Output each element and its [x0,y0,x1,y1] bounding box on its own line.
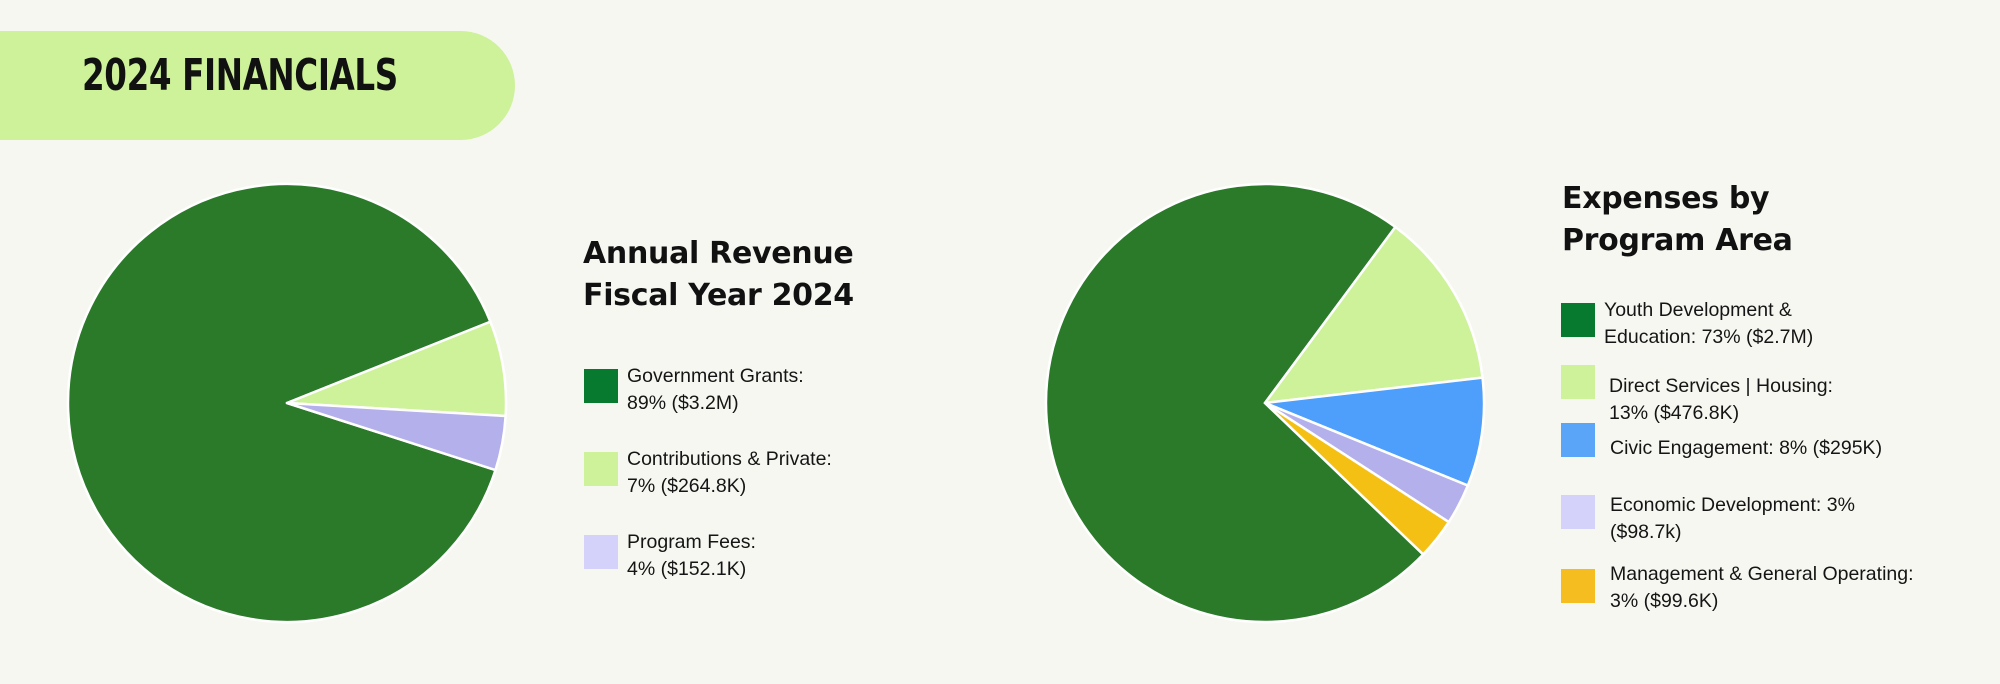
title-banner [0,31,515,140]
pie-slice-civic-engagement [1263,376,1486,487]
dark-green-square-icon [584,369,618,403]
legend-label: Contributions & Private: 7% ($264.8K) [627,448,832,497]
legend-label: Government Grants: 89% ($3.2M) [627,365,804,414]
legend-label: Program Fees: 4% ($152.1K) [627,531,756,580]
legend-label: Economic Development: 3% ($98.7k) [1610,494,1855,543]
gold-square-icon [1561,569,1595,603]
revenue-pie-chart [66,182,508,624]
expenses-title-line-2: Program Area [1562,223,1793,258]
lavender-square-icon [584,535,618,569]
light-green-square-icon [584,452,618,486]
revenue-title-line-2: Fiscal Year 2024 [583,278,854,313]
pie-slice-program-fees [285,401,507,472]
revenue-title-line-1: Annual Revenue [583,236,854,271]
expenses-pie-chart [1044,182,1486,624]
pie-slice-direct-services-housing [1263,225,1484,405]
dark-green-square-icon [1561,303,1595,337]
light-green-square-icon [1561,365,1595,399]
pie-slice-management-general-operating [1263,401,1451,556]
blue-square-icon [1561,423,1595,457]
revenue-chart-title: Annual Revenue Fiscal Year 2024 [583,233,854,317]
pie-slice-government-grants [66,182,497,624]
expenses-title-line-1: Expenses by [1562,181,1770,216]
expenses-chart-title: Expenses by Program Area [1562,178,1793,262]
pie-slice-youth-development-education [1044,182,1425,624]
legend-label: Management & General Operating: 3% ($99.… [1610,563,1914,612]
page-title: 2024 FINANCIALS [82,50,398,101]
legend-label: Youth Development & Education: 73% ($2.7… [1604,299,1814,348]
legend-label: Direct Services | Housing: 13% ($476.8K) [1609,375,1833,424]
legend-label: Civic Engagement: 8% ($295K) [1610,437,1883,459]
lavender-square-icon [1561,495,1595,529]
